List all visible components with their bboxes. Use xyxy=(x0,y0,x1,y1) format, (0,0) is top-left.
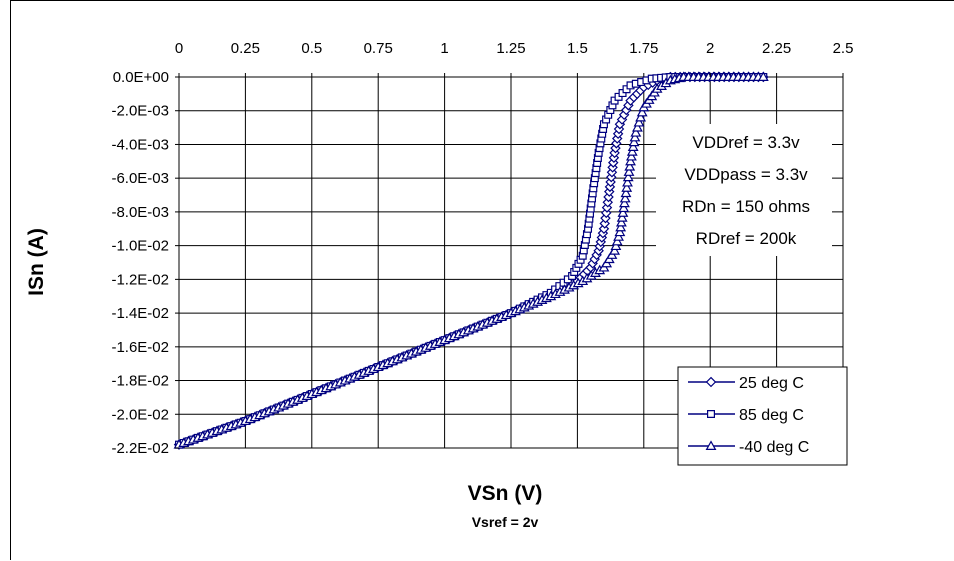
chart-subtitle: Vsref = 2v xyxy=(472,514,539,530)
note-line-vddpass: VDDpass = 3.3v xyxy=(684,165,808,184)
data-point xyxy=(625,155,636,166)
data-point xyxy=(609,245,621,255)
legend-swatch-marker xyxy=(705,440,717,450)
x-tick-label: 1.75 xyxy=(629,40,658,57)
y-tick-label: -2.2E-02 xyxy=(111,440,169,457)
data-point xyxy=(619,192,631,203)
series-layer xyxy=(173,71,769,450)
data-point xyxy=(608,152,620,163)
x-tick-label: 2.5 xyxy=(833,40,854,57)
data-point xyxy=(603,191,614,203)
x-tick-label: 0.75 xyxy=(364,40,393,57)
x-axis-title: VSn (V) xyxy=(468,482,543,505)
note-line-vddref: VDDref = 3.3v xyxy=(692,133,800,152)
data-point xyxy=(609,147,620,159)
x-tick-label: 2 xyxy=(706,40,714,57)
y-tick-label: -8.0E-03 xyxy=(111,204,169,221)
series-minus40c xyxy=(173,71,769,449)
chart-frame xyxy=(10,0,954,560)
data-point xyxy=(608,157,619,168)
conditions-note: VDDref = 3.3v VDDpass = 3.3v RDn = 150 o… xyxy=(656,124,832,256)
ticks: 0 0.25 0.5 0.75 1 1.25 1.5 1.75 2 2.25 2.5 0.0E+00 -… xyxy=(111,40,853,457)
note-line-rdref: RDref = 200k xyxy=(696,229,797,248)
data-point xyxy=(612,128,624,140)
x-tick-label: 0.25 xyxy=(231,40,260,57)
data-point xyxy=(625,150,637,161)
data-point xyxy=(610,240,622,251)
legend-label-25c: 25 deg C xyxy=(739,375,804,392)
data-point xyxy=(616,212,628,222)
y-tick-label: -1.2E-02 xyxy=(111,271,169,288)
data-point xyxy=(619,197,630,208)
data-point xyxy=(614,226,626,237)
y-tick-label: -1.4E-02 xyxy=(111,305,169,322)
y-tick-label: -1.6E-02 xyxy=(111,339,169,356)
x-tick-label: 0.5 xyxy=(301,40,322,57)
data-point xyxy=(615,216,627,227)
y-tick-label: -1.8E-02 xyxy=(111,373,169,390)
y-tick-label: -1.0E-02 xyxy=(111,238,169,255)
data-point xyxy=(629,131,641,142)
y-axis-title: ISn (A) xyxy=(25,228,48,296)
legend-label-85c: 85 deg C xyxy=(739,407,804,424)
data-point xyxy=(621,182,633,192)
data-point xyxy=(604,186,615,197)
y-tick-label: -2.0E-02 xyxy=(111,406,169,423)
note-line-rdn: RDn = 150 ohms xyxy=(682,197,810,216)
data-point xyxy=(618,202,630,213)
data-point xyxy=(620,187,632,198)
x-tick-label: 1 xyxy=(440,40,448,57)
x-tick-label: 0 xyxy=(175,40,183,57)
data-point xyxy=(627,141,639,151)
y-tick-label: -4.0E-03 xyxy=(111,136,169,153)
data-point xyxy=(636,106,648,117)
data-point xyxy=(617,207,629,217)
legend-swatch-marker xyxy=(706,410,716,418)
data-point xyxy=(757,71,769,82)
data-point xyxy=(628,136,640,147)
legend-swatch-marker xyxy=(705,376,717,388)
data-point xyxy=(611,235,623,246)
y-tick-label: -2.0E-03 xyxy=(111,103,169,120)
data-point xyxy=(622,176,633,187)
data-point xyxy=(613,231,624,241)
legend-box xyxy=(677,366,848,466)
y-tick-label: 0.0E+00 xyxy=(113,69,169,86)
conditions-note-background xyxy=(656,124,832,256)
legend-label-minus40c: -40 deg C xyxy=(739,439,809,456)
data-point xyxy=(624,160,636,171)
data-point xyxy=(622,171,634,182)
data-point xyxy=(626,146,638,156)
legend: 25 deg C 85 deg C -40 deg C xyxy=(677,366,848,466)
data-point xyxy=(635,111,647,122)
x-tick-label: 1.5 xyxy=(567,40,588,57)
data-point xyxy=(630,127,642,137)
x-tick-label: 1.25 xyxy=(496,40,525,57)
x-tick-label: 2.25 xyxy=(762,40,791,57)
data-point xyxy=(623,166,635,176)
data-point xyxy=(631,121,643,132)
data-point xyxy=(611,133,623,144)
data-point xyxy=(615,221,627,232)
data-point xyxy=(633,116,645,127)
y-tick-label: -6.0E-03 xyxy=(111,170,169,187)
